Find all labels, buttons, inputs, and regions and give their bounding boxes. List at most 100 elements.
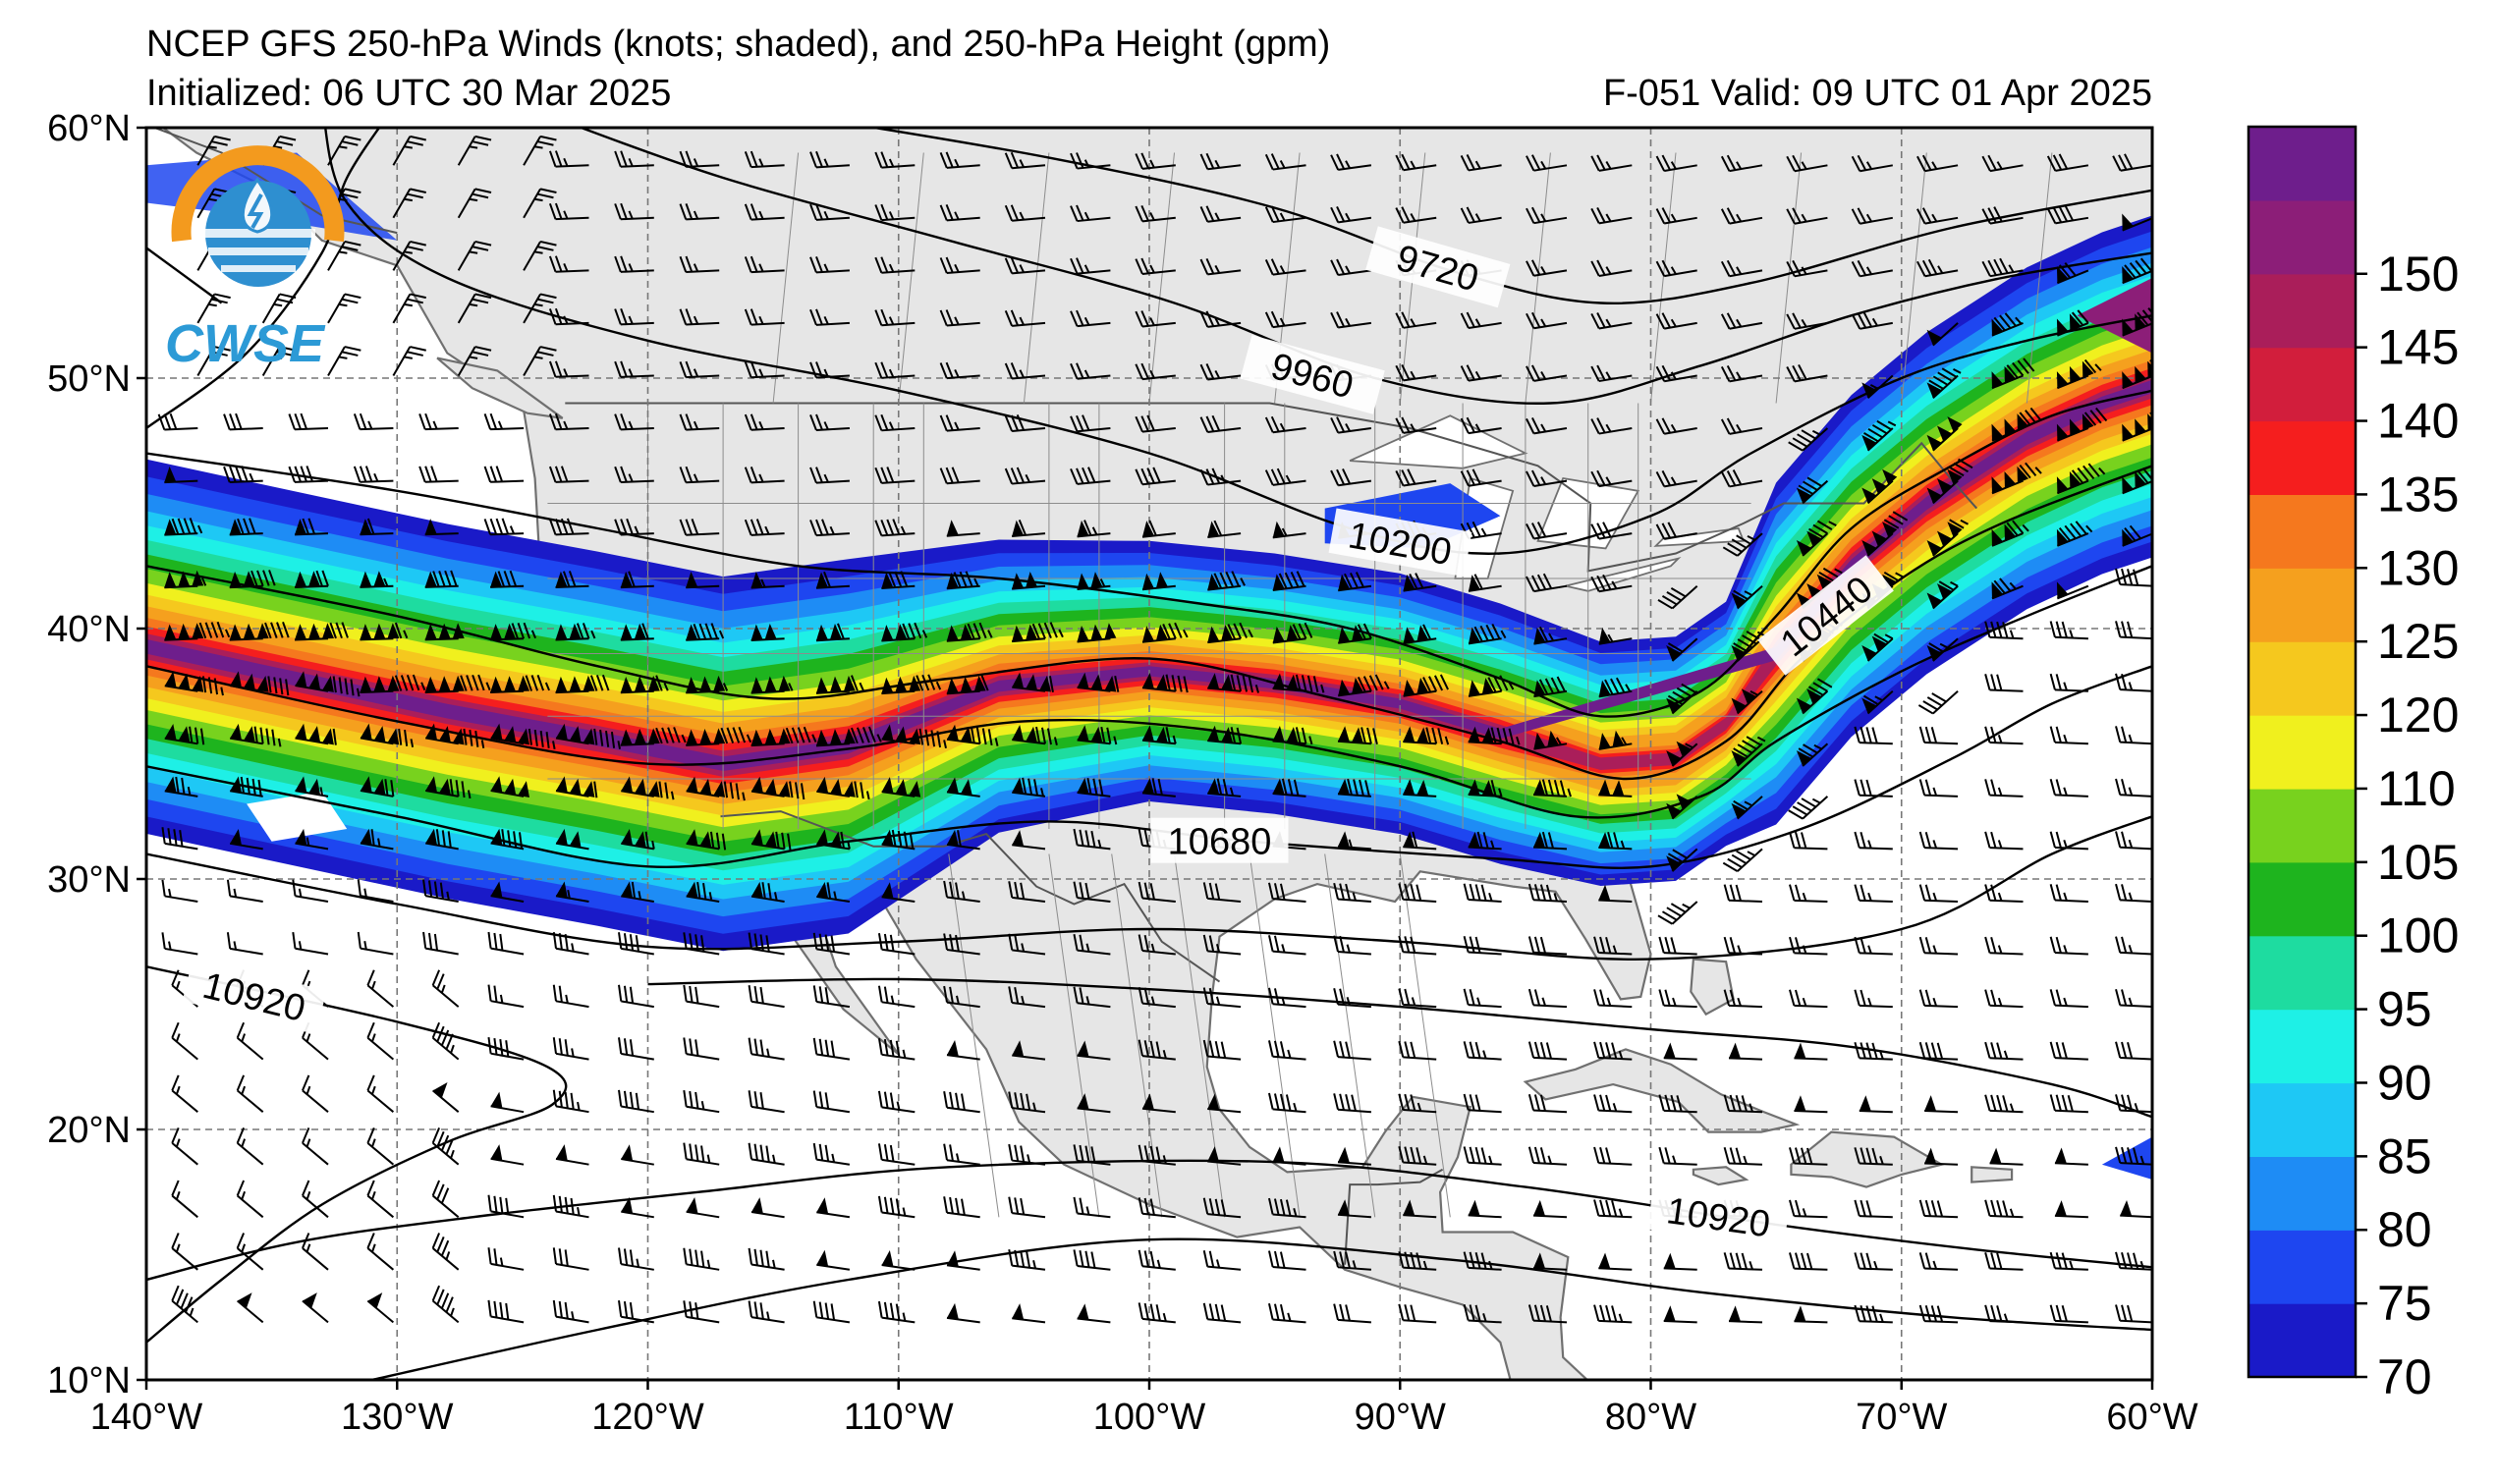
wind-barb [1267, 987, 1306, 1009]
wind-barb [1926, 519, 1969, 557]
wind-barb [1598, 730, 1633, 750]
wind-barb [261, 346, 297, 376]
puerto-rico-island [1971, 1166, 2014, 1183]
wind-barb [294, 570, 329, 589]
wind-barb [1861, 632, 1894, 662]
wind-barb [1141, 572, 1176, 591]
wind-barb [357, 879, 394, 903]
wind-barb [1468, 574, 1502, 592]
wind-barb [2054, 1147, 2088, 1166]
wind-barb [490, 881, 525, 903]
wind-barb [1666, 683, 1698, 715]
wind-barb [294, 518, 329, 536]
wind-barb [1073, 1249, 1111, 1271]
colorbar-label: 140 [2377, 394, 2459, 449]
wind-barb [555, 1144, 589, 1166]
wind-barb [2115, 778, 2152, 797]
wind-barb [236, 1233, 264, 1271]
wind-barb [164, 723, 205, 745]
wind-barb [1917, 690, 1959, 715]
wind-barb [392, 135, 426, 166]
colorbar-label: 70 [2377, 1349, 2432, 1404]
lon-label: 140°W [90, 1397, 203, 1438]
wind-barb [1789, 1199, 1828, 1219]
wind-barb [552, 1247, 589, 1271]
wind-barb [1854, 726, 1893, 745]
colorbar-swatch [2248, 347, 2356, 422]
wind-barb [1851, 207, 1893, 225]
wind-barb [744, 467, 785, 484]
wind-barb [1008, 1248, 1046, 1271]
wind-barb [2122, 213, 2152, 232]
wind-barb [1012, 830, 1046, 851]
wind-barb [1272, 778, 1306, 797]
wind-barb [523, 293, 557, 324]
wind-barb [292, 879, 329, 903]
wind-barb [1463, 1093, 1502, 1114]
wind-barb [812, 1090, 851, 1114]
lon-label: 130°W [341, 1397, 454, 1438]
wind-barb [1264, 258, 1306, 276]
wind-barb [552, 1037, 589, 1061]
wind-barb [874, 413, 916, 432]
wind-barb [815, 726, 882, 747]
wind-barb [679, 413, 720, 431]
wind-barb [2115, 1146, 2152, 1166]
wind-barb [171, 1074, 198, 1113]
colorbar-label: 125 [2377, 614, 2459, 669]
wind-barb [164, 570, 207, 589]
wind-barb [2056, 407, 2108, 442]
wind-barb [750, 776, 805, 800]
wind-barb [431, 1233, 460, 1271]
wind-barb [1004, 204, 1046, 222]
wind-barb [1794, 1042, 1828, 1061]
wind-barb [621, 881, 654, 903]
wind-barb [483, 466, 525, 483]
wind-barb [939, 309, 980, 327]
wind-barb [2049, 673, 2088, 692]
wind-barb [1012, 672, 1054, 692]
wind-barb [943, 1091, 980, 1114]
wind-barb [230, 828, 263, 851]
wind-barb [236, 1021, 264, 1061]
wind-barb [877, 1038, 916, 1061]
wind-barb [683, 1089, 720, 1114]
wind-barb [1590, 206, 1633, 225]
wind-barb [750, 726, 817, 747]
wind-barb [1720, 259, 1763, 278]
wind-barb [744, 519, 785, 536]
wind-barb [1330, 258, 1372, 277]
wind-barb [1926, 367, 1962, 399]
wind-barb [1264, 205, 1306, 224]
wind-barb [946, 520, 980, 537]
wind-barb [1723, 1147, 1763, 1166]
wind-barb [1272, 1146, 1306, 1166]
wind-barb [1141, 622, 1189, 643]
bahamas-island [1690, 958, 1735, 1017]
wind-barb [679, 466, 720, 484]
wind-barb [1796, 520, 1837, 557]
wind-barb [809, 203, 850, 221]
wind-barb [552, 1299, 589, 1324]
wind-barb [157, 412, 198, 431]
wind-barb [1135, 152, 1176, 170]
wind-barb [1202, 987, 1242, 1009]
wind-barb [1655, 207, 1697, 225]
wind-barb [1403, 573, 1437, 592]
wind-barb [1004, 256, 1046, 275]
wind-barb [490, 674, 551, 693]
wind-barb [1395, 363, 1437, 382]
wind-barb [1403, 624, 1437, 645]
state-province-border [898, 152, 924, 404]
wind-barb [881, 724, 947, 749]
wind-barb [1527, 936, 1568, 956]
wind-barb [1655, 522, 1697, 540]
wind-barb [2115, 1251, 2152, 1271]
wind-barb [1077, 672, 1120, 692]
wind-barb [366, 1233, 395, 1271]
wind-barb [1527, 1093, 1568, 1114]
wind-barb [418, 412, 459, 431]
wind-barb [223, 412, 263, 431]
wind-barb [1070, 467, 1111, 485]
contour-label-box [1647, 1183, 1791, 1248]
